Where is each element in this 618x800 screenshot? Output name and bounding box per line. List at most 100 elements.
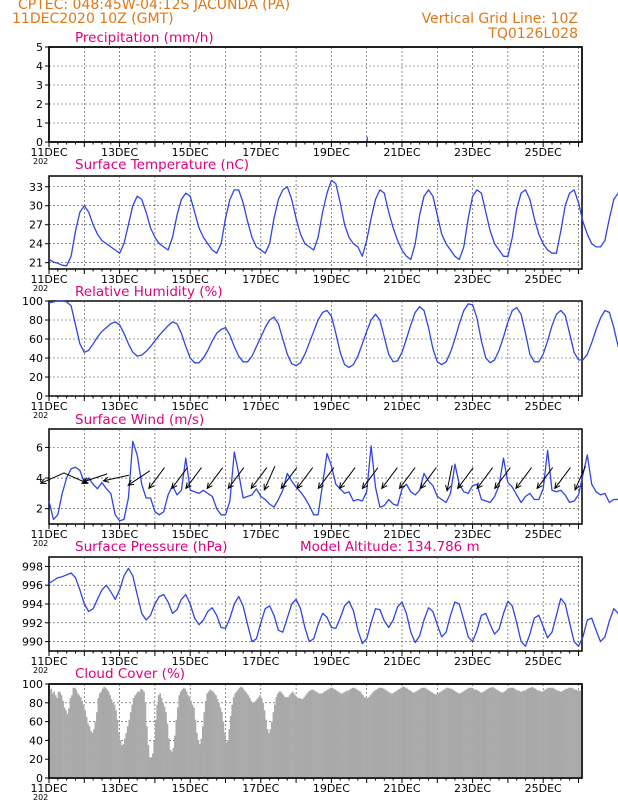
cloud-bar bbox=[519, 691, 522, 778]
cloud-bar bbox=[244, 691, 247, 778]
cloud-bar bbox=[496, 689, 498, 778]
cloud-bar bbox=[516, 690, 519, 778]
precip-ytick-label: 5 bbox=[36, 41, 43, 54]
wind-arrow bbox=[398, 467, 416, 490]
cloud-bar bbox=[118, 732, 120, 778]
cloud-bar bbox=[547, 687, 550, 778]
cloud-bar bbox=[93, 729, 95, 778]
cloud-bar bbox=[50, 688, 53, 778]
precip-ytick-label: 1 bbox=[36, 117, 43, 130]
cloud-bar bbox=[500, 692, 503, 778]
cloud-bar bbox=[397, 689, 400, 778]
cloud-bar bbox=[400, 687, 403, 778]
cloud-bar bbox=[307, 691, 310, 778]
cloud-ytick-label: 40 bbox=[29, 734, 43, 747]
cloud-bar bbox=[62, 700, 64, 778]
temp-xtick-label: 19DEC bbox=[313, 273, 350, 286]
precip-ytick-label: 0 bbox=[36, 136, 43, 149]
temp-year-fragment: 202 bbox=[33, 284, 48, 293]
cloud-bar bbox=[147, 745, 150, 778]
cloud-bar bbox=[465, 689, 467, 778]
cloud-bar bbox=[557, 690, 560, 778]
cloud-bar bbox=[493, 687, 495, 778]
cloud-bar bbox=[554, 689, 557, 778]
cloud-bar bbox=[440, 691, 442, 778]
cloud-bar bbox=[550, 687, 553, 778]
cloud-bar bbox=[69, 698, 72, 778]
cloud-bar bbox=[549, 687, 551, 778]
cloud-bar bbox=[497, 690, 500, 778]
cloud-bar bbox=[100, 691, 103, 778]
cloud-bar bbox=[359, 691, 361, 778]
cloud-bar bbox=[468, 687, 470, 778]
cloud-bar bbox=[350, 688, 353, 778]
cloud-bar bbox=[379, 687, 382, 778]
cloud-bar bbox=[293, 693, 295, 778]
rh-xtick-label: 23DEC bbox=[454, 400, 491, 413]
cloud-bar bbox=[574, 689, 576, 778]
cloud-bar bbox=[509, 687, 512, 778]
cloud-bar bbox=[432, 693, 435, 778]
cloud-bar bbox=[218, 702, 220, 778]
cloud-bar bbox=[565, 688, 567, 778]
cloud-bar bbox=[351, 687, 354, 778]
cloud-bar bbox=[376, 688, 379, 778]
cloud-bar bbox=[329, 687, 332, 778]
wind-arrow bbox=[361, 467, 379, 490]
cloud-bar bbox=[57, 691, 60, 778]
cloud-bar bbox=[385, 690, 388, 778]
cloud-bar bbox=[103, 686, 106, 778]
cloud-xtick-label: 25DEC bbox=[525, 782, 562, 795]
cloud-bar bbox=[346, 690, 348, 778]
cloud-bar bbox=[65, 710, 67, 778]
precip-xtick-label: 11DEC bbox=[30, 146, 67, 159]
wind-arrow bbox=[420, 467, 437, 490]
rh-xtick-label: 11DEC bbox=[30, 400, 67, 413]
cloud-bar bbox=[332, 688, 335, 778]
cloud-bar bbox=[579, 690, 582, 778]
cloud-bar bbox=[419, 688, 422, 778]
wind-xtick-label: 11DEC bbox=[30, 528, 67, 541]
cloud-bar bbox=[504, 690, 507, 778]
cloud-bar bbox=[318, 693, 320, 778]
cloud-bar bbox=[431, 692, 434, 778]
pres-ytick-label: 998 bbox=[22, 560, 43, 573]
cloud-bar bbox=[472, 688, 475, 778]
cloud-bar bbox=[234, 693, 236, 778]
wind-arrow bbox=[296, 467, 314, 490]
cloud-bar bbox=[82, 704, 85, 778]
cloud-bar bbox=[191, 704, 194, 778]
wind-arrow bbox=[280, 467, 298, 490]
cloud-year-fragment: 202 bbox=[33, 793, 48, 800]
cloud-bar bbox=[91, 732, 94, 778]
cloud-bar bbox=[87, 723, 89, 778]
cloud-bar bbox=[490, 687, 492, 778]
cloud-bar bbox=[182, 687, 185, 778]
cloud-bar bbox=[138, 691, 141, 778]
cloud-bar bbox=[85, 716, 88, 778]
cloud-bar bbox=[326, 689, 329, 778]
pres-ytick-label: 990 bbox=[22, 636, 43, 649]
cloud-bar bbox=[334, 689, 336, 778]
cloud-bar bbox=[187, 695, 189, 778]
precip-xtick-label: 23DEC bbox=[454, 146, 491, 159]
cloud-bar bbox=[76, 693, 79, 778]
cloud-bar bbox=[151, 753, 154, 778]
cloud-bar bbox=[510, 687, 513, 778]
cloud-bar bbox=[562, 690, 564, 778]
cloud-bar bbox=[194, 719, 197, 778]
temp-xtick-label: 21DEC bbox=[383, 273, 420, 286]
cloud-bar bbox=[435, 694, 438, 778]
wind-arrow bbox=[171, 467, 188, 490]
cloud-bar bbox=[462, 691, 464, 778]
cloud-bar bbox=[131, 704, 134, 778]
cloud-bar bbox=[534, 688, 537, 778]
cloud-bar bbox=[393, 692, 395, 778]
cloud-bar bbox=[382, 688, 385, 778]
wind-arrow bbox=[81, 473, 108, 484]
cloud-bar bbox=[60, 695, 63, 778]
cloud-bar bbox=[79, 697, 82, 778]
cloud-bar bbox=[454, 691, 457, 778]
rh-ytick-label: 20 bbox=[29, 371, 43, 384]
cloud-bar bbox=[494, 688, 497, 778]
